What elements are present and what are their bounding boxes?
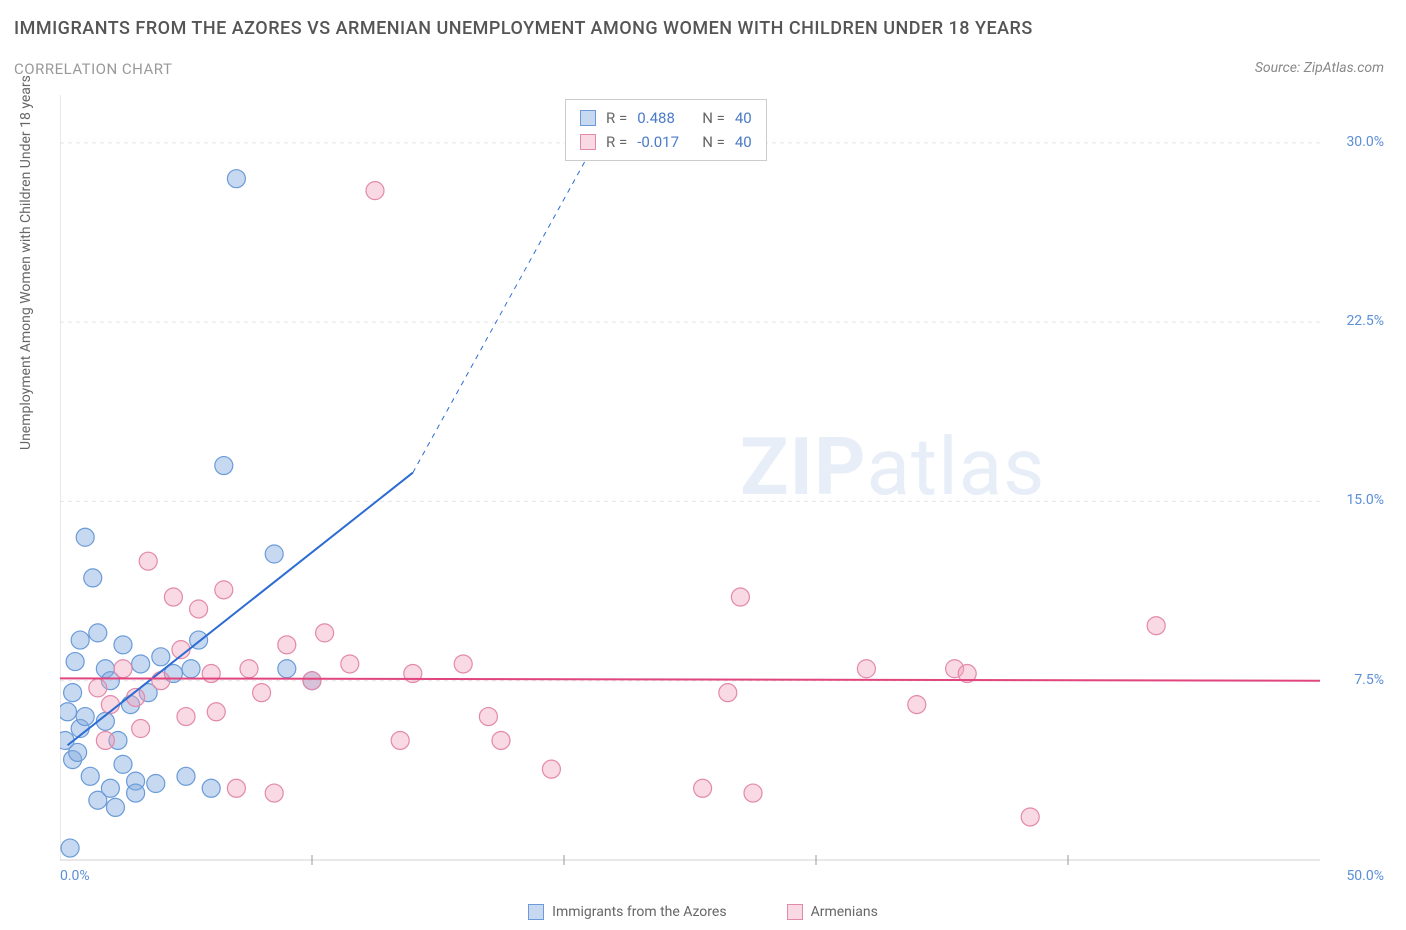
chart-title: IMMIGRANTS FROM THE AZORES VS ARMENIAN U…	[14, 18, 1033, 39]
legend-label: Armenians	[811, 904, 878, 920]
legend-label: Immigrants from the Azores	[552, 904, 726, 920]
stats-n-label: N =	[702, 130, 725, 154]
stats-row: R = 0.488 N = 40	[580, 106, 752, 130]
source-attribution: Source: ZipAtlas.com	[1255, 60, 1384, 76]
stats-row: R = -0.017 N = 40	[580, 130, 752, 154]
stats-r-value: -0.017	[637, 130, 692, 154]
stats-r-label: R =	[606, 130, 627, 154]
scatter-chart	[60, 95, 1380, 865]
chart-subtitle: CORRELATION CHART	[14, 60, 172, 78]
x-tick-label: 0.0%	[60, 868, 90, 884]
stats-n-value: 40	[735, 130, 752, 154]
legend-swatch	[787, 904, 803, 920]
stats-r-label: R =	[606, 106, 627, 130]
legend-item: Armenians	[787, 904, 878, 920]
y-tick-label: 15.0%	[1346, 492, 1384, 508]
stats-n-value: 40	[735, 106, 752, 130]
legend: Immigrants from the Azores Armenians	[0, 904, 1406, 920]
correlation-stats-box: R = 0.488 N = 40 R = -0.017 N = 40	[565, 99, 767, 161]
y-axis-title: Unemployment Among Women with Children U…	[18, 75, 34, 450]
legend-swatch	[528, 904, 544, 920]
y-tick-label: 22.5%	[1346, 313, 1384, 329]
legend-item: Immigrants from the Azores	[528, 904, 726, 920]
stats-r-value: 0.488	[637, 106, 692, 130]
x-tick-label: 50.0%	[1346, 868, 1384, 884]
y-tick-label: 7.5%	[1354, 672, 1384, 688]
stats-n-label: N =	[702, 106, 725, 130]
y-tick-label: 30.0%	[1346, 134, 1384, 150]
series-swatch	[580, 134, 596, 150]
series-swatch	[580, 110, 596, 126]
